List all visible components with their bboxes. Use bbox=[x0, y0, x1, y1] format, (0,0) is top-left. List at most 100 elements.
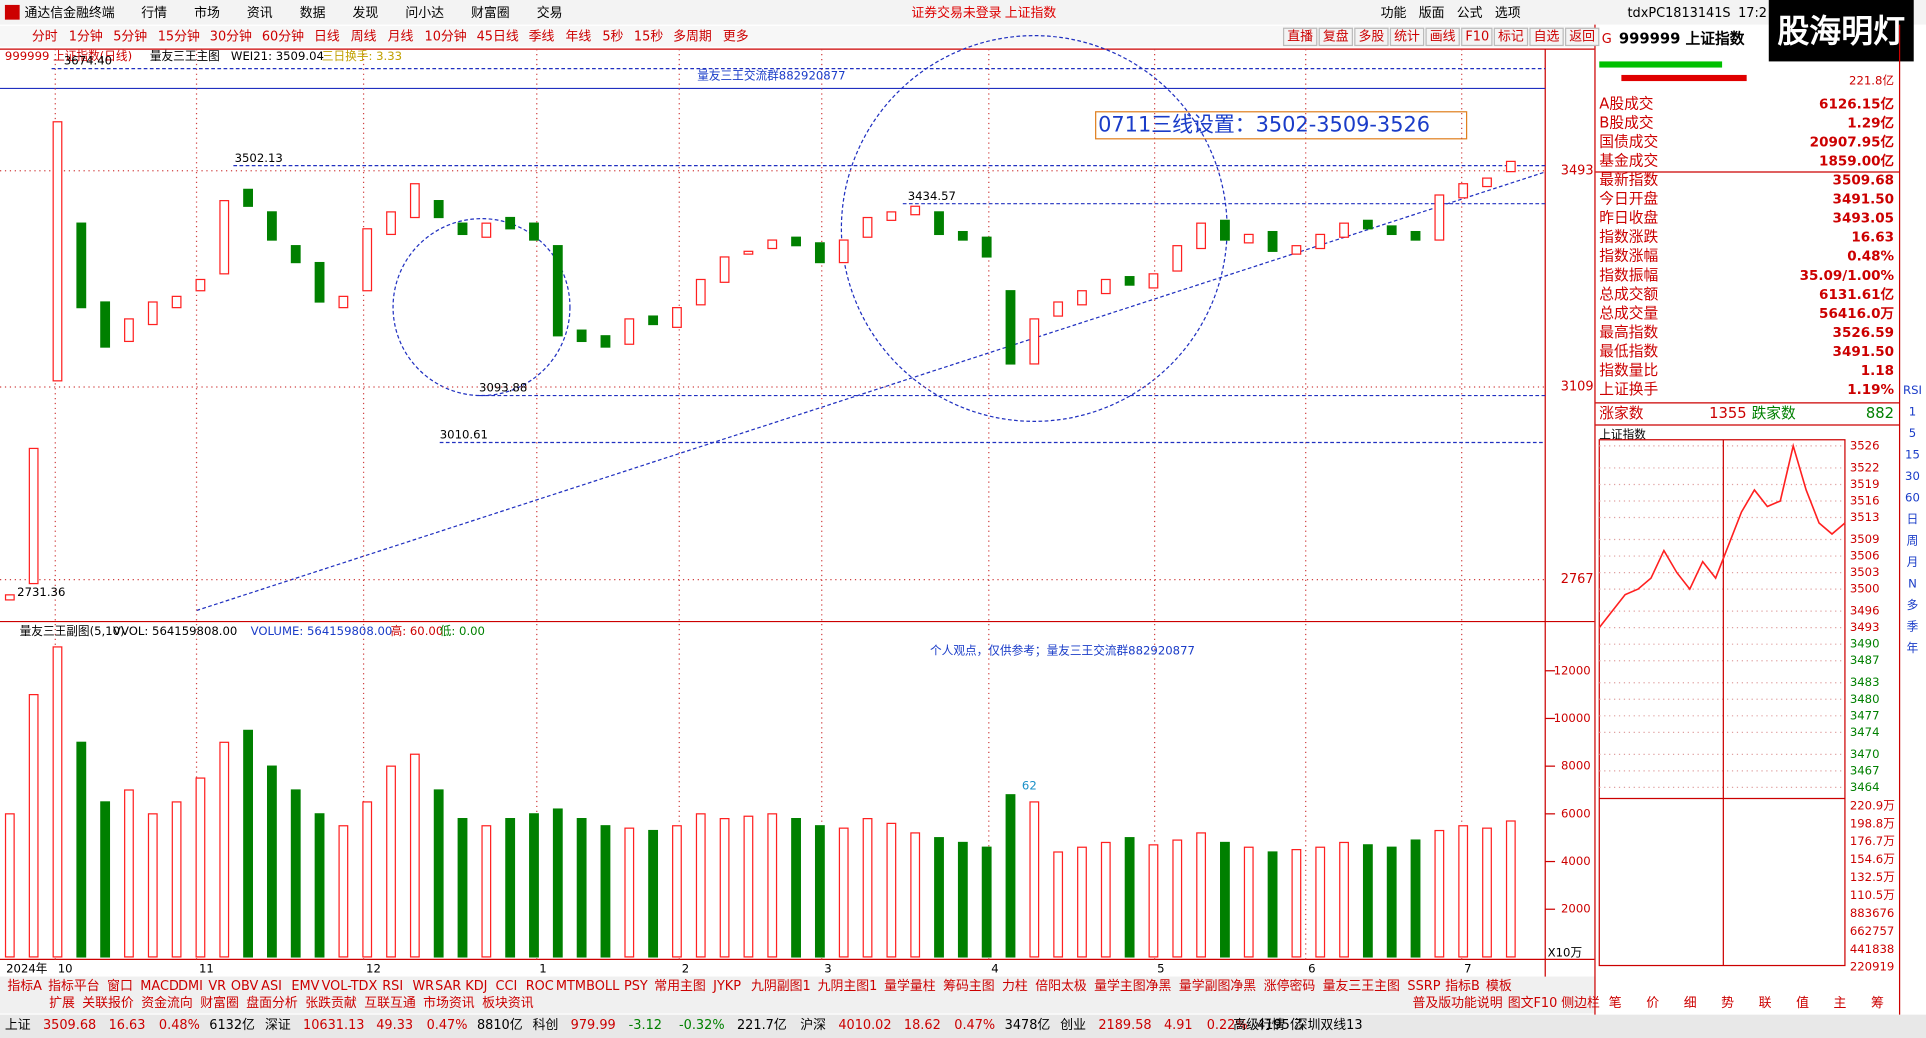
indicator-tab[interactable]: KDJ bbox=[465, 979, 487, 994]
tool-button[interactable]: 直播 bbox=[1287, 29, 1313, 44]
side-button[interactable]: N bbox=[1908, 577, 1917, 591]
menu-item[interactable]: 数据 bbox=[300, 6, 326, 21]
panel-tab[interactable]: 资金流向 bbox=[141, 995, 193, 1011]
indicator-tab[interactable]: WR bbox=[412, 979, 434, 994]
indicator-tab[interactable]: JYKP bbox=[712, 979, 741, 994]
tool-button[interactable]: 多股 bbox=[1359, 29, 1385, 44]
side-tab[interactable]: 值 bbox=[1796, 995, 1809, 1011]
menu-item[interactable]: 发现 bbox=[353, 5, 379, 21]
indicator-tab[interactable]: CCI bbox=[496, 979, 518, 994]
indicator-tab[interactable]: 指标B bbox=[1445, 979, 1480, 994]
tool-button[interactable]: 统计 bbox=[1394, 29, 1420, 44]
indicator-tab[interactable]: DMI bbox=[178, 979, 203, 994]
side-button[interactable]: 多 bbox=[1907, 598, 1919, 612]
period-button[interactable]: 5秒 bbox=[602, 29, 623, 44]
status-item[interactable]: 深圳双线13 bbox=[1295, 1018, 1363, 1033]
panel-tab[interactable]: 扩展 bbox=[49, 996, 75, 1011]
indicator-tab[interactable]: 指标平台 bbox=[48, 979, 100, 994]
tool-button[interactable]: 自选 bbox=[1534, 29, 1560, 44]
indicator-tab[interactable]: 量学主图净黑 bbox=[1094, 978, 1171, 994]
panel-tab[interactable]: 互联互通 bbox=[364, 996, 416, 1011]
period-button[interactable]: 45日线 bbox=[477, 29, 519, 44]
period-button[interactable]: 5分钟 bbox=[113, 28, 147, 44]
side-button[interactable]: 60 bbox=[1905, 491, 1920, 505]
side-button[interactable]: 季 bbox=[1907, 620, 1919, 634]
tool-button[interactable]: 标记 bbox=[1498, 29, 1524, 44]
indicator-tab[interactable]: 量友三王主图 bbox=[1323, 978, 1400, 994]
indicator-tab[interactable]: 指标A bbox=[7, 979, 42, 994]
period-button[interactable]: 季线 bbox=[529, 29, 555, 44]
period-button[interactable]: 多周期 bbox=[673, 29, 712, 44]
indicator-tab[interactable]: 窗口 bbox=[107, 978, 133, 994]
side-tab[interactable]: 笔 bbox=[1609, 995, 1622, 1011]
indicator-tab[interactable]: 倍阳太极 bbox=[1035, 979, 1087, 994]
menu-item[interactable]: 行情 bbox=[141, 6, 167, 21]
indicator-tab[interactable]: 涨停密码 bbox=[1264, 978, 1316, 994]
period-button[interactable]: 15秒 bbox=[634, 29, 663, 44]
tool-button[interactable]: 复盘 bbox=[1323, 28, 1349, 44]
indicator-tab[interactable]: SAR bbox=[435, 979, 461, 994]
tool-button[interactable]: 画线 bbox=[1430, 29, 1456, 44]
side-button[interactable]: 30 bbox=[1905, 469, 1920, 483]
menu-item[interactable]: 财富圈 bbox=[471, 5, 510, 21]
menu-item[interactable]: 功能 bbox=[1381, 6, 1407, 21]
indicator-tab[interactable]: VOL-TDX bbox=[322, 979, 378, 994]
menu-item[interactable]: 公式 bbox=[1457, 6, 1483, 21]
period-button[interactable]: 10分钟 bbox=[425, 28, 467, 44]
period-button[interactable]: 分时 bbox=[32, 29, 58, 44]
indicator-tab[interactable]: 九阴主图1 bbox=[818, 979, 878, 994]
indicator-tab[interactable]: EMV bbox=[291, 979, 319, 994]
side-tab[interactable]: 联 bbox=[1759, 996, 1772, 1011]
indicator-tab[interactable]: 量学量柱 bbox=[884, 978, 936, 994]
panel-tab[interactable]: 普及版功能说明 bbox=[1413, 996, 1503, 1011]
panel-tab[interactable]: 财富圈 bbox=[200, 995, 239, 1011]
tool-button-box[interactable] bbox=[1564, 27, 1600, 47]
menu-item[interactable]: 问小达 bbox=[405, 6, 444, 21]
tool-button-box[interactable] bbox=[1461, 27, 1493, 47]
period-button[interactable]: 月线 bbox=[388, 29, 414, 44]
period-button[interactable]: 年线 bbox=[566, 29, 592, 44]
period-button[interactable]: 更多 bbox=[723, 29, 749, 44]
side-tab[interactable]: 价 bbox=[1646, 996, 1659, 1011]
indicator-tab[interactable]: RSI bbox=[382, 979, 403, 994]
side-button[interactable]: RSI bbox=[1903, 383, 1922, 397]
indicator-tab[interactable]: MTM bbox=[556, 979, 586, 994]
menu-item[interactable]: 选项 bbox=[1495, 6, 1521, 21]
side-button[interactable]: 月 bbox=[1907, 555, 1919, 569]
indicator-tab[interactable]: 筹码主图 bbox=[943, 978, 995, 994]
indicator-tab[interactable]: 九阴副图1 bbox=[751, 979, 811, 994]
period-button[interactable]: 15分钟 bbox=[158, 28, 200, 44]
indicator-tab[interactable]: OBV bbox=[231, 979, 259, 994]
panel-tab[interactable]: 板块资讯 bbox=[482, 996, 534, 1011]
side-tab[interactable]: 筹 bbox=[1871, 995, 1884, 1011]
tool-button-box[interactable] bbox=[1318, 27, 1353, 47]
side-button[interactable]: 日 bbox=[1907, 512, 1919, 526]
panel-tab[interactable]: 市场资讯 bbox=[423, 995, 475, 1011]
indicator-tab[interactable]: PSY bbox=[624, 979, 648, 994]
indicator-tab[interactable]: ROC bbox=[526, 979, 554, 994]
indicator-tab[interactable]: 力柱 bbox=[1002, 979, 1028, 994]
side-button[interactable]: 1 bbox=[1909, 405, 1916, 419]
indicator-tab[interactable]: 常用主图 bbox=[654, 979, 706, 994]
tool-button-box[interactable] bbox=[1529, 27, 1564, 47]
menu-item[interactable]: 版面 bbox=[1419, 6, 1445, 21]
indicator-tab[interactable]: ASI bbox=[261, 979, 282, 994]
indicator-tab[interactable]: SSRP bbox=[1407, 979, 1440, 994]
panel-tab[interactable]: 关联报价 bbox=[82, 996, 134, 1011]
tool-button-box[interactable] bbox=[1493, 27, 1529, 47]
indicator-tab[interactable]: 模板 bbox=[1486, 979, 1512, 994]
panel-tab[interactable]: 侧边栏 bbox=[1561, 996, 1600, 1011]
side-button[interactable]: 年 bbox=[1907, 641, 1919, 655]
menu-item[interactable]: 资讯 bbox=[247, 6, 273, 21]
tool-button[interactable]: 返回 bbox=[1569, 29, 1595, 44]
panel-tab[interactable]: 张跌贡献 bbox=[305, 995, 357, 1011]
tool-button-box[interactable] bbox=[1389, 27, 1425, 47]
side-button[interactable]: 5 bbox=[1909, 426, 1916, 440]
indicator-tab[interactable]: BOLL bbox=[586, 979, 620, 994]
menu-item[interactable]: 交易 bbox=[537, 5, 563, 21]
tool-button-box[interactable] bbox=[1425, 27, 1460, 47]
status-item[interactable]: 高级行情 bbox=[1233, 1017, 1285, 1033]
side-tab[interactable]: 主 bbox=[1834, 996, 1847, 1011]
side-tab[interactable]: 细 bbox=[1684, 996, 1697, 1011]
period-button[interactable]: 60分钟 bbox=[262, 28, 304, 44]
